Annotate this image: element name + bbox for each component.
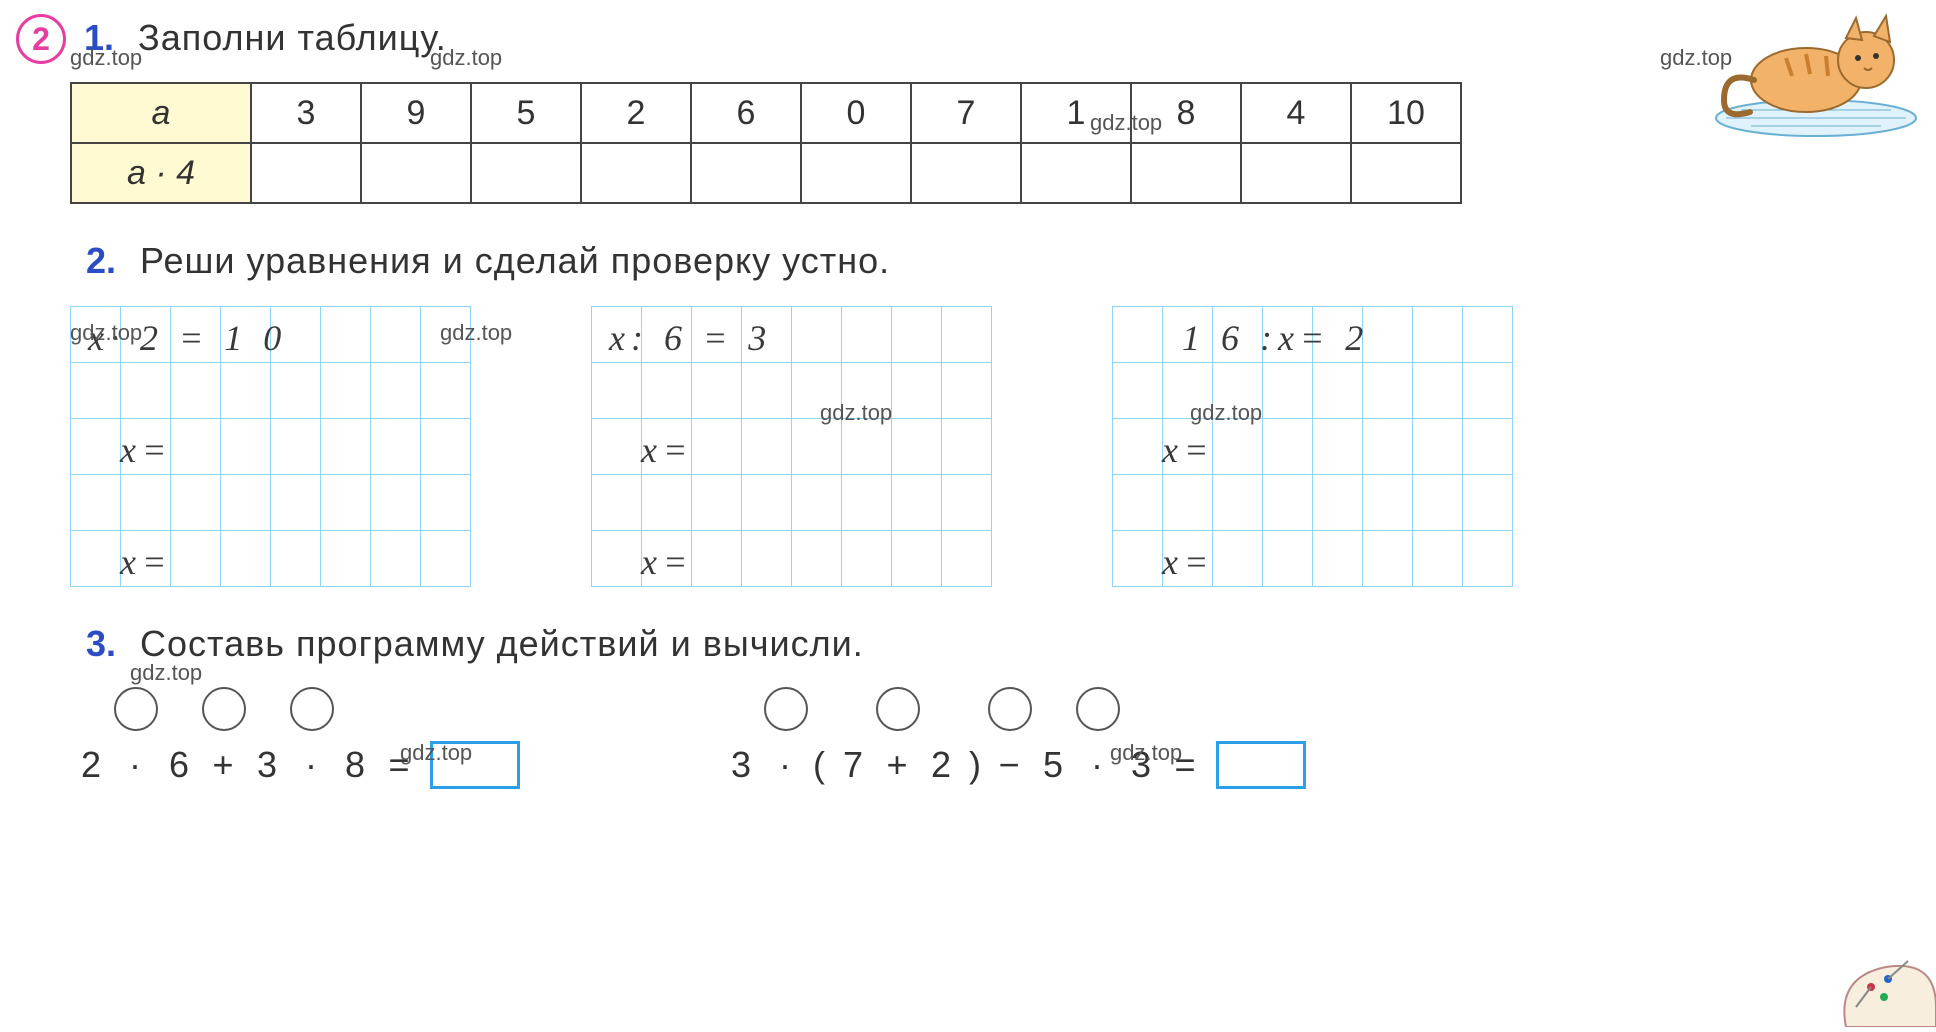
corner-illustration xyxy=(1816,937,1936,1027)
table-cell: 10 xyxy=(1351,83,1461,143)
table-cell: 3 xyxy=(251,83,361,143)
table-cell[interactable] xyxy=(471,143,581,203)
expression-token: · xyxy=(764,744,808,786)
operation-order-circle[interactable] xyxy=(1076,687,1120,731)
equation-line xyxy=(601,366,982,422)
expression-token: − xyxy=(988,744,1032,786)
expression-token: · xyxy=(114,744,158,786)
watermark: gdz.top xyxy=(430,45,502,71)
expression-token: ) xyxy=(964,744,988,786)
operation-circles-row xyxy=(70,687,520,737)
expression-block: 3·(7+2)−5·3= xyxy=(720,687,1306,789)
table-row-label: a xyxy=(71,83,251,143)
equation-grid: 1 6 : x = 2 x = x = xyxy=(1112,306,1513,587)
equation-line: x : 6 = 3 xyxy=(601,310,982,366)
equation-line xyxy=(1122,478,1503,534)
task2-equation-container: x · 2 = 1 0x =x = x : 6 = 3x =x = 1 6 : … xyxy=(70,306,1936,587)
corner-svg xyxy=(1816,937,1936,1027)
watermark: gdz.top xyxy=(130,660,202,686)
equation-line: x = xyxy=(601,534,982,590)
table-row-label: a · 4 xyxy=(71,143,251,203)
table-cell[interactable] xyxy=(911,143,1021,203)
answer-box[interactable] xyxy=(1216,741,1306,789)
table-cell[interactable] xyxy=(581,143,691,203)
table-row: a 3 9 5 2 6 0 7 1 8 4 10 xyxy=(71,83,1461,143)
table-cell: 2 xyxy=(581,83,691,143)
expression-row: 3·(7+2)−5·3= xyxy=(720,741,1306,789)
task2-header: 2. Реши уравнения и сделай проверку устн… xyxy=(86,240,1936,282)
equation-grid: x : 6 = 3 x = x = xyxy=(591,306,992,587)
operation-order-circle[interactable] xyxy=(876,687,920,731)
expression-token: + xyxy=(876,744,920,786)
equation-line: x = xyxy=(1122,422,1503,478)
equation-line xyxy=(80,366,461,422)
operation-order-circle[interactable] xyxy=(202,687,246,731)
expression-token: 8 xyxy=(334,744,378,786)
expression-token: 6 xyxy=(158,744,202,786)
expression-token: ( xyxy=(808,744,832,786)
task1-text: Заполни таблицу. xyxy=(138,17,447,59)
watermark: gdz.top xyxy=(70,45,142,71)
operation-order-circle[interactable] xyxy=(764,687,808,731)
table-cell[interactable] xyxy=(251,143,361,203)
equation-grid: x · 2 = 1 0x =x = xyxy=(70,306,471,587)
expression-block: 2·6+3·8= xyxy=(70,687,520,789)
expression-token: 3 xyxy=(246,744,290,786)
operation-circles-row xyxy=(720,687,1306,737)
table-row: a · 4 xyxy=(71,143,1461,203)
watermark: gdz.top xyxy=(820,400,892,426)
watermark: gdz.top xyxy=(70,320,142,346)
task1-table: a 3 9 5 2 6 0 7 1 8 4 10 a · 4 xyxy=(70,82,1462,204)
table-cell[interactable] xyxy=(1131,143,1241,203)
watermark: gdz.top xyxy=(1660,45,1732,71)
task3-expression-area: 2·6+3·8= 3·(7+2)−5·3= xyxy=(70,687,1936,789)
operation-order-circle[interactable] xyxy=(988,687,1032,731)
expression-token: 5 xyxy=(1032,744,1076,786)
table-cell: 5 xyxy=(471,83,581,143)
task2-number: 2. xyxy=(86,240,116,282)
equation-line xyxy=(80,478,461,534)
equation-line: x = xyxy=(80,534,461,590)
watermark: gdz.top xyxy=(400,740,472,766)
expression-token: · xyxy=(290,744,334,786)
equation-line xyxy=(1122,366,1503,422)
task3-number: 3. xyxy=(86,623,116,665)
watermark: gdz.top xyxy=(1090,110,1162,136)
table-cell: 4 xyxy=(1241,83,1351,143)
equation-line: x = xyxy=(80,422,461,478)
table-cell: 6 xyxy=(691,83,801,143)
equation-line: 1 6 : x = 2 xyxy=(1122,310,1503,366)
table-cell[interactable] xyxy=(1021,143,1131,203)
task3-text: Составь программу действий и вычисли. xyxy=(140,623,864,665)
table-cell[interactable] xyxy=(361,143,471,203)
task2-text: Реши уравнения и сделай проверку устно. xyxy=(140,240,890,282)
lesson-number: 2 xyxy=(32,21,50,58)
expression-token: + xyxy=(202,744,246,786)
watermark: gdz.top xyxy=(440,320,512,346)
expression-token: 7 xyxy=(832,744,876,786)
watermark: gdz.top xyxy=(1110,740,1182,766)
equation-line: x = xyxy=(601,422,982,478)
table-cell[interactable] xyxy=(691,143,801,203)
expression-token: 2 xyxy=(70,744,114,786)
operation-order-circle[interactable] xyxy=(290,687,334,731)
table-cell[interactable] xyxy=(801,143,911,203)
equation-line xyxy=(601,478,982,534)
table-cell[interactable] xyxy=(1351,143,1461,203)
equation-line: x = xyxy=(1122,534,1503,590)
table-cell: 7 xyxy=(911,83,1021,143)
expression-token: 3 xyxy=(720,744,764,786)
table-cell: 9 xyxy=(361,83,471,143)
watermark: gdz.top xyxy=(1190,400,1262,426)
operation-order-circle[interactable] xyxy=(114,687,158,731)
lesson-number-circle: 2 xyxy=(16,14,66,64)
task3-header: 3. Составь программу действий и вычисли. xyxy=(86,623,1936,665)
task1-header: 2 1. Заполни таблицу. xyxy=(16,0,1936,64)
table-cell[interactable] xyxy=(1241,143,1351,203)
table-cell: 0 xyxy=(801,83,911,143)
expression-token: 2 xyxy=(920,744,964,786)
